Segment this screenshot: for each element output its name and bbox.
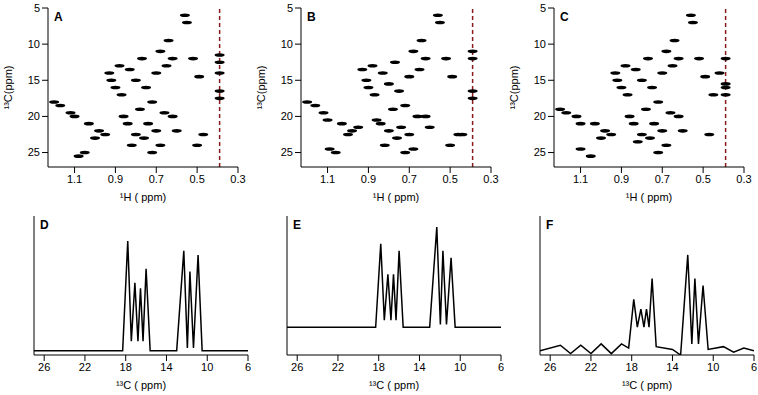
svg-text:14: 14	[413, 361, 425, 373]
svg-text:10: 10	[534, 38, 546, 50]
svg-text:¹³C(ppm): ¹³C(ppm)	[508, 66, 520, 110]
svg-text:1.1: 1.1	[320, 173, 335, 185]
svg-text:0.9: 0.9	[108, 173, 123, 185]
svg-text:25: 25	[281, 146, 293, 158]
svg-text:¹H ( ppm): ¹H ( ppm)	[373, 191, 419, 203]
svg-text:¹³C ( ppm): ¹³C ( ppm)	[116, 379, 166, 391]
svg-text:26: 26	[38, 361, 50, 373]
svg-text:0.5: 0.5	[695, 173, 710, 185]
html-text:F: F	[546, 218, 554, 232]
svg-text:10: 10	[201, 361, 213, 373]
svg-text:0.3: 0.3	[736, 173, 751, 185]
svg-text:0.9: 0.9	[614, 173, 629, 185]
svg-text:0.7: 0.7	[149, 173, 164, 185]
svg-text:1.1: 1.1	[573, 173, 588, 185]
svg-text:0.7: 0.7	[402, 173, 417, 185]
svg-text:0.7: 0.7	[655, 173, 670, 185]
svg-text:18: 18	[626, 361, 638, 373]
html-text:A: A	[54, 10, 63, 24]
svg-text:25: 25	[28, 146, 40, 158]
svg-text:14: 14	[666, 361, 678, 373]
svg-text:1.1: 1.1	[67, 173, 82, 185]
svg-text:18: 18	[373, 361, 385, 373]
svg-text:15: 15	[534, 74, 546, 86]
svg-text:0.5: 0.5	[189, 173, 204, 185]
svg-text:5: 5	[287, 2, 293, 14]
svg-text:6: 6	[245, 361, 251, 373]
svg-text:¹³C ( ppm): ¹³C ( ppm)	[369, 379, 419, 391]
svg-text:20: 20	[28, 110, 40, 122]
svg-text:¹³C(ppm): ¹³C(ppm)	[255, 66, 267, 110]
svg-text:0.3: 0.3	[230, 173, 245, 185]
svg-text:15: 15	[281, 74, 293, 86]
svg-text:22: 22	[79, 361, 91, 373]
svg-text:0.3: 0.3	[483, 173, 498, 185]
svg-text:15: 15	[28, 74, 40, 86]
svg-text:¹H ( ppm): ¹H ( ppm)	[120, 191, 166, 203]
svg-text:¹³C(ppm): ¹³C(ppm)	[2, 66, 14, 110]
svg-text:¹³C ( ppm): ¹³C ( ppm)	[622, 379, 672, 391]
svg-text:10: 10	[28, 38, 40, 50]
html-text:E: E	[293, 218, 301, 232]
html-text:C: C	[560, 10, 569, 24]
svg-text:22: 22	[332, 361, 344, 373]
svg-text:5: 5	[540, 2, 546, 14]
svg-text:¹H ( ppm): ¹H ( ppm)	[626, 191, 672, 203]
svg-text:20: 20	[281, 110, 293, 122]
svg-text:25: 25	[534, 146, 546, 158]
svg-text:5: 5	[34, 2, 40, 14]
svg-text:6: 6	[498, 361, 504, 373]
svg-text:10: 10	[281, 38, 293, 50]
svg-text:10: 10	[454, 361, 466, 373]
svg-text:10: 10	[707, 361, 719, 373]
svg-text:26: 26	[544, 361, 556, 373]
html-text:D: D	[40, 218, 49, 232]
svg-text:0.5: 0.5	[442, 173, 457, 185]
svg-text:26: 26	[291, 361, 303, 373]
svg-text:22: 22	[585, 361, 597, 373]
html-text:B: B	[307, 10, 316, 24]
svg-text:18: 18	[120, 361, 132, 373]
svg-text:14: 14	[160, 361, 172, 373]
svg-text:20: 20	[534, 110, 546, 122]
svg-text:0.9: 0.9	[361, 173, 376, 185]
svg-text:6: 6	[751, 361, 757, 373]
